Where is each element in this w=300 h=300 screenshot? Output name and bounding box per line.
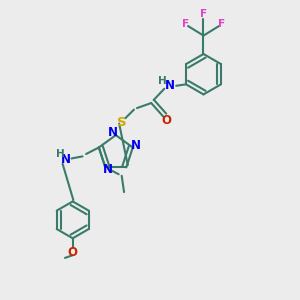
Text: H: H — [56, 149, 64, 159]
Text: O: O — [162, 114, 172, 127]
Text: F: F — [182, 19, 189, 29]
Text: F: F — [200, 9, 207, 19]
Text: F: F — [218, 19, 225, 29]
Text: N: N — [108, 126, 118, 139]
Text: N: N — [165, 79, 175, 92]
Text: N: N — [131, 140, 141, 152]
Text: S: S — [117, 116, 126, 129]
Text: O: O — [68, 246, 78, 259]
Text: H: H — [158, 76, 167, 86]
Text: N: N — [61, 153, 71, 166]
Text: N: N — [103, 163, 113, 176]
